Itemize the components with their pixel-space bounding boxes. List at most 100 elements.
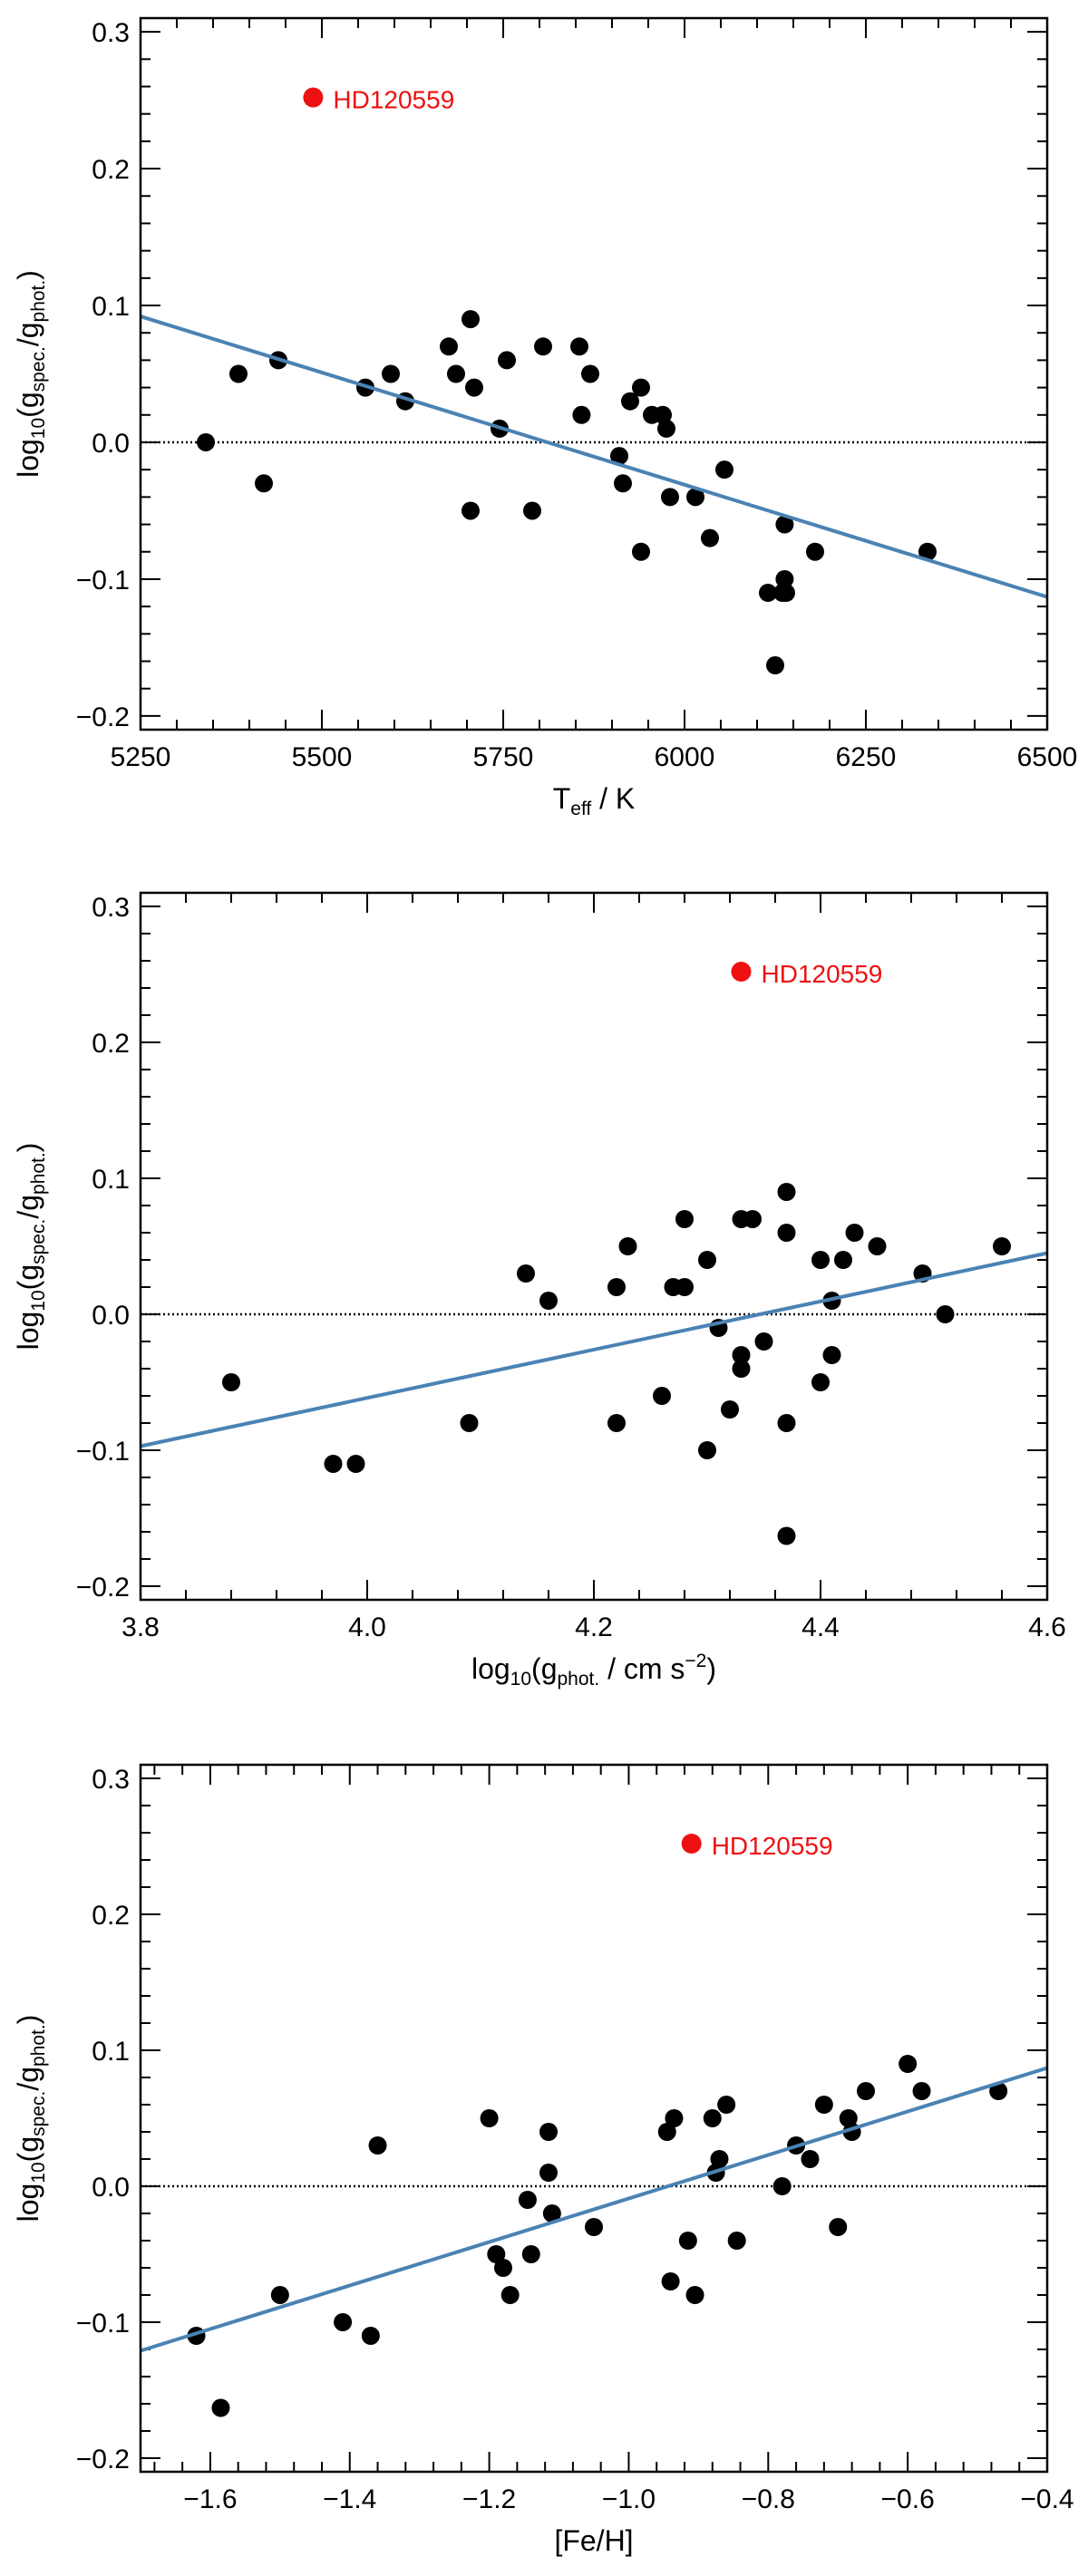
- data-point: [829, 2218, 848, 2236]
- y-tick-label: 0.2: [92, 155, 130, 185]
- data-point: [585, 2218, 603, 2236]
- x-tick-label: −1.0: [602, 2484, 656, 2514]
- y-tick-label: 0.2: [92, 1901, 130, 1931]
- data-point: [710, 2150, 729, 2168]
- x-tick-label: 6500: [1017, 742, 1078, 772]
- x-tick-labels: −1.6 −1.4 −1.2 −1.0 −0.8 −0.6 −0.4: [183, 2484, 1073, 2514]
- x-tick-label: 4.4: [801, 1612, 840, 1642]
- data-point: [542, 2204, 561, 2223]
- data-point: [521, 2245, 540, 2263]
- data-point: [732, 1346, 751, 1364]
- x-tick-label: −0.8: [742, 2484, 795, 2514]
- outlier-point: [681, 1834, 702, 1854]
- data-point: [801, 2150, 820, 2168]
- data-point: [461, 310, 480, 329]
- data-point: [581, 364, 599, 383]
- y-tick-labels: −0.2 −0.1 0.0 0.1 0.2 0.3: [76, 893, 130, 1603]
- data-point: [539, 2164, 558, 2182]
- panel-feh: HD120559 −1.6 −1.4 −1.2 −1.0 −0.8 −0.6 −0.4 −0…: [12, 1763, 1074, 2557]
- data-point: [461, 501, 480, 520]
- data-point: [743, 1210, 762, 1228]
- data-points: [187, 2055, 1008, 2417]
- data-point: [539, 2123, 558, 2141]
- data-point: [766, 656, 784, 675]
- x-tick-label: 4.0: [348, 1612, 386, 1642]
- data-point: [229, 364, 248, 383]
- data-point: [839, 2109, 858, 2127]
- y-tick-label: 0.3: [92, 18, 130, 48]
- data-point: [197, 432, 215, 451]
- data-point: [675, 1278, 694, 1296]
- data-point: [346, 1455, 365, 1473]
- fit-line: [140, 315, 1048, 599]
- x-tick-label: 6000: [655, 742, 715, 772]
- data-point: [523, 501, 541, 520]
- data-point: [618, 1237, 637, 1255]
- data-point: [918, 542, 937, 561]
- data-point: [361, 2327, 380, 2345]
- data-point: [657, 419, 675, 438]
- data-point: [498, 351, 516, 370]
- data-point: [334, 2313, 353, 2331]
- data-point: [607, 1278, 626, 1296]
- data-point: [727, 2232, 746, 2250]
- data-point: [811, 1373, 830, 1391]
- data-point: [703, 2109, 722, 2127]
- data-point: [222, 1373, 240, 1391]
- tick-marks: [140, 893, 1048, 1600]
- data-point: [993, 1237, 1011, 1255]
- data-point: [517, 1264, 535, 1283]
- data-point: [460, 1414, 479, 1432]
- data-point: [665, 2109, 684, 2127]
- x-axis-label: Teff / K: [553, 782, 636, 819]
- data-point: [777, 584, 795, 603]
- data-point: [570, 337, 588, 356]
- data-point: [868, 1237, 887, 1255]
- data-point: [368, 2136, 387, 2155]
- data-point: [255, 474, 273, 493]
- y-tick-label: −0.2: [76, 2445, 130, 2474]
- data-point: [661, 2272, 680, 2290]
- y-tick-label: −0.1: [76, 2309, 130, 2339]
- data-point: [465, 378, 483, 397]
- data-point: [701, 528, 719, 547]
- data-point: [814, 2096, 833, 2114]
- data-point: [912, 2082, 931, 2100]
- y-tick-label: 0.1: [92, 1165, 130, 1195]
- y-axis-label: log10(gspec./gphot.): [12, 1143, 49, 1351]
- data-point: [270, 2286, 289, 2304]
- data-point: [899, 2055, 918, 2073]
- x-tick-label: −1.4: [323, 2484, 376, 2514]
- x-tick-label: 4.2: [575, 1612, 613, 1642]
- y-tick-label: −0.1: [76, 1437, 130, 1467]
- data-point: [621, 392, 639, 411]
- outlier-point: [303, 87, 324, 108]
- x-tick-label: 5750: [473, 742, 534, 772]
- data-point: [440, 337, 458, 356]
- y-tick-label: −0.1: [76, 566, 130, 596]
- plot-frame: [139, 891, 1049, 1602]
- x-tick-labels: 3.8 4.0 4.2 4.4 4.6: [121, 1612, 1066, 1642]
- data-point: [494, 2259, 512, 2277]
- fit-line: [140, 1251, 1048, 1448]
- data-point: [777, 1224, 796, 1242]
- data-point: [518, 2191, 537, 2209]
- data-point: [715, 460, 733, 479]
- data-point: [759, 584, 777, 603]
- data-point: [539, 1292, 558, 1310]
- y-axis-label: log10(gspec./gphot.): [12, 270, 49, 478]
- data-point: [775, 515, 794, 534]
- data-point: [806, 542, 824, 561]
- fit-line: [140, 2066, 1048, 2353]
- y-axis-label: log10(gspec./gphot.): [12, 2015, 49, 2223]
- y-tick-label: 0.0: [92, 2173, 130, 2203]
- data-point: [777, 1183, 796, 1201]
- y-tick-label: 0.0: [92, 429, 130, 459]
- x-tick-labels: 5250 5500 5750 6000 6250 6500: [111, 742, 1078, 772]
- data-point: [732, 1360, 751, 1378]
- data-point: [632, 378, 650, 397]
- data-point: [775, 569, 794, 588]
- data-point: [500, 2286, 520, 2304]
- outlier-label: HD120559: [762, 960, 883, 988]
- data-point: [989, 2082, 1008, 2100]
